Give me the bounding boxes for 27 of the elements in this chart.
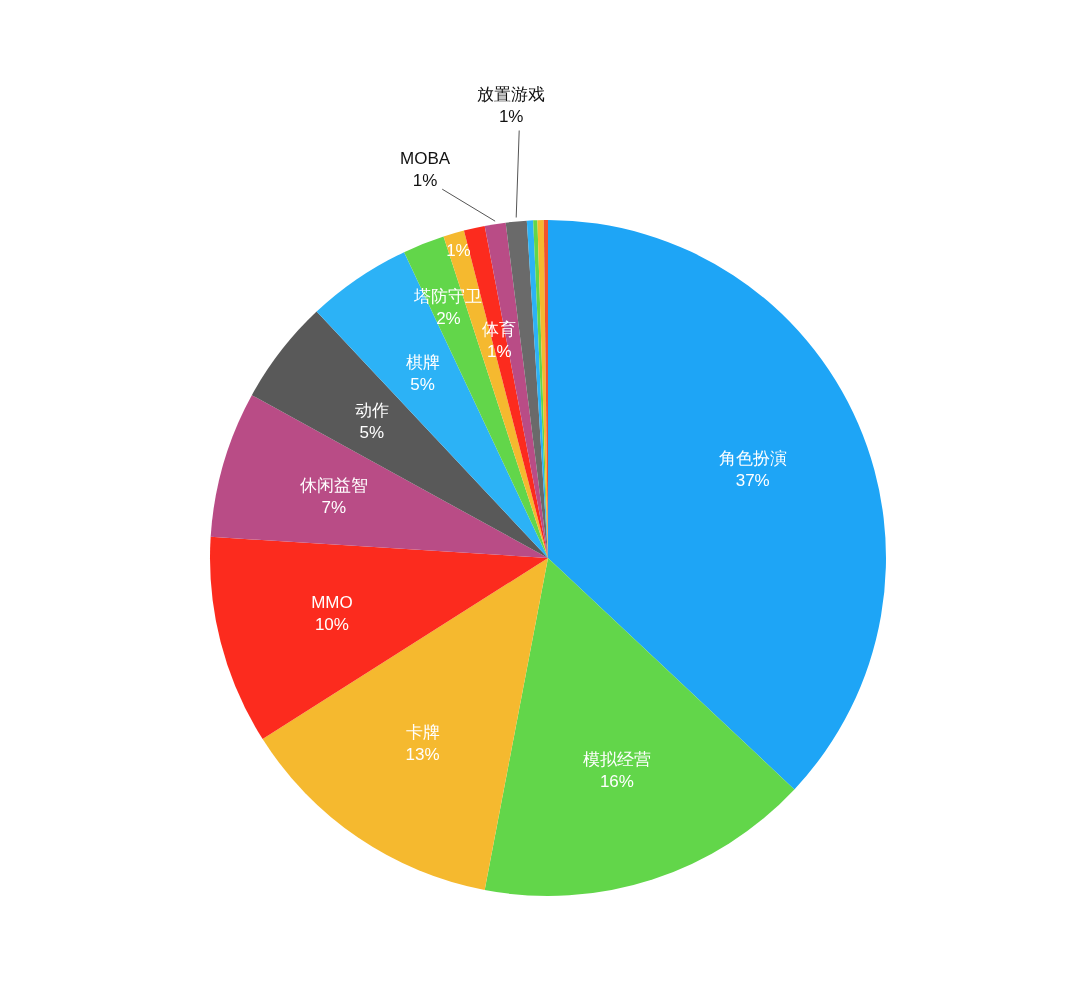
data-label: 7% — [321, 497, 347, 517]
slice-label: 动作 — [354, 400, 389, 420]
data-label: 37% — [735, 470, 770, 490]
data-label: 1% — [498, 106, 524, 125]
data-label: 2% — [436, 308, 461, 328]
pie-slice — [262, 558, 548, 891]
data-label: 1% — [412, 170, 438, 190]
data-label: 5% — [359, 422, 385, 442]
slice-label: 角色扮演 — [718, 448, 787, 468]
data-label: 13% — [405, 744, 440, 764]
slice-label: 休闲益智 — [299, 475, 368, 495]
data-label: 16% — [599, 771, 634, 791]
slice-label: 卡牌 — [405, 722, 440, 742]
data-label: 10% — [314, 614, 349, 634]
data-label: 5% — [410, 374, 435, 394]
pie-slice — [484, 558, 795, 896]
slice-label: MOBA — [400, 148, 451, 168]
pie-slice — [210, 536, 548, 740]
pie-slice — [251, 311, 548, 558]
slice-label: 模拟经营 — [582, 749, 651, 769]
pie-slice — [548, 220, 886, 790]
slice-label: MMO — [311, 592, 353, 612]
slice-label: 放置游戏 — [477, 84, 546, 103]
pie-slice — [484, 222, 548, 558]
pie-slice — [404, 236, 548, 558]
slice-label: 棋牌 — [405, 352, 440, 372]
pie-slice — [210, 395, 548, 558]
